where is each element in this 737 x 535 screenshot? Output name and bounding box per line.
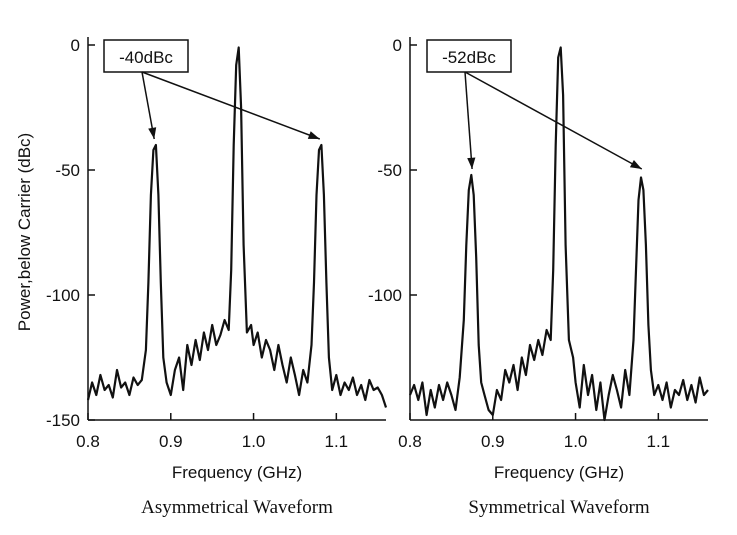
y-tick-label: 0 [393,36,402,55]
annotation-arrow [464,71,473,170]
x-tick-label: 1.0 [242,432,266,451]
x-axis-title: Frequency (GHz) [172,463,302,482]
annotation-label: -52dBc [442,48,496,67]
annotation-arrowhead [629,160,642,169]
x-tick-label: 0.9 [481,432,505,451]
annotation-arrowhead [148,127,157,139]
y-tick-label: -100 [368,286,402,305]
annotation-arrowhead [307,131,320,139]
annotation-box [426,39,512,73]
y-tick-label: -150 [46,411,80,430]
x-axis-title: Frequency (GHz) [494,463,624,482]
annotation-arrowhead [467,157,476,169]
annotation-arrow [141,71,155,140]
x-tick-label: 1.1 [325,432,349,451]
y-axis-title: Power,below Carrier (dBc) [15,133,34,331]
x-tick-label: 1.0 [564,432,588,451]
panel-marks: 0 -50 -100 0.8 0.9 1.0 1.1 -52dBc [368,36,709,451]
annotation-arrow [464,71,643,170]
y-tick-label: -100 [46,286,80,305]
y-tick-label: 0 [71,36,80,55]
panel-marks: 0 -50 -100 -150 0.8 0.9 1.0 1.1 -40dBc [46,36,388,451]
annotation-box [103,39,189,73]
annotation-label: -40dBc [119,48,173,67]
x-tick-label: 1.1 [647,432,671,451]
asymmetrical-waveform-panel: 0 -50 -100 -150 0.8 0.9 1.0 1.1 -40dBc Frequency… [46,36,388,518]
annotation-arrow [141,71,321,140]
x-tick-label: 0.9 [159,432,183,451]
series-line [86,46,388,408]
series-line [408,46,709,422]
x-tick-label: 0.8 [398,432,422,451]
panel-caption: Symmetrical Waveform [468,497,649,518]
symmetrical-waveform-panel: 0 -50 -100 0.8 0.9 1.0 1.1 -52dBc Frequency (GH… [368,36,709,518]
y-tick-label: -50 [377,161,402,180]
panel-caption: Asymmetrical Waveform [141,497,333,518]
y-tick-label: -50 [55,161,80,180]
x-tick-label: 0.8 [76,432,100,451]
